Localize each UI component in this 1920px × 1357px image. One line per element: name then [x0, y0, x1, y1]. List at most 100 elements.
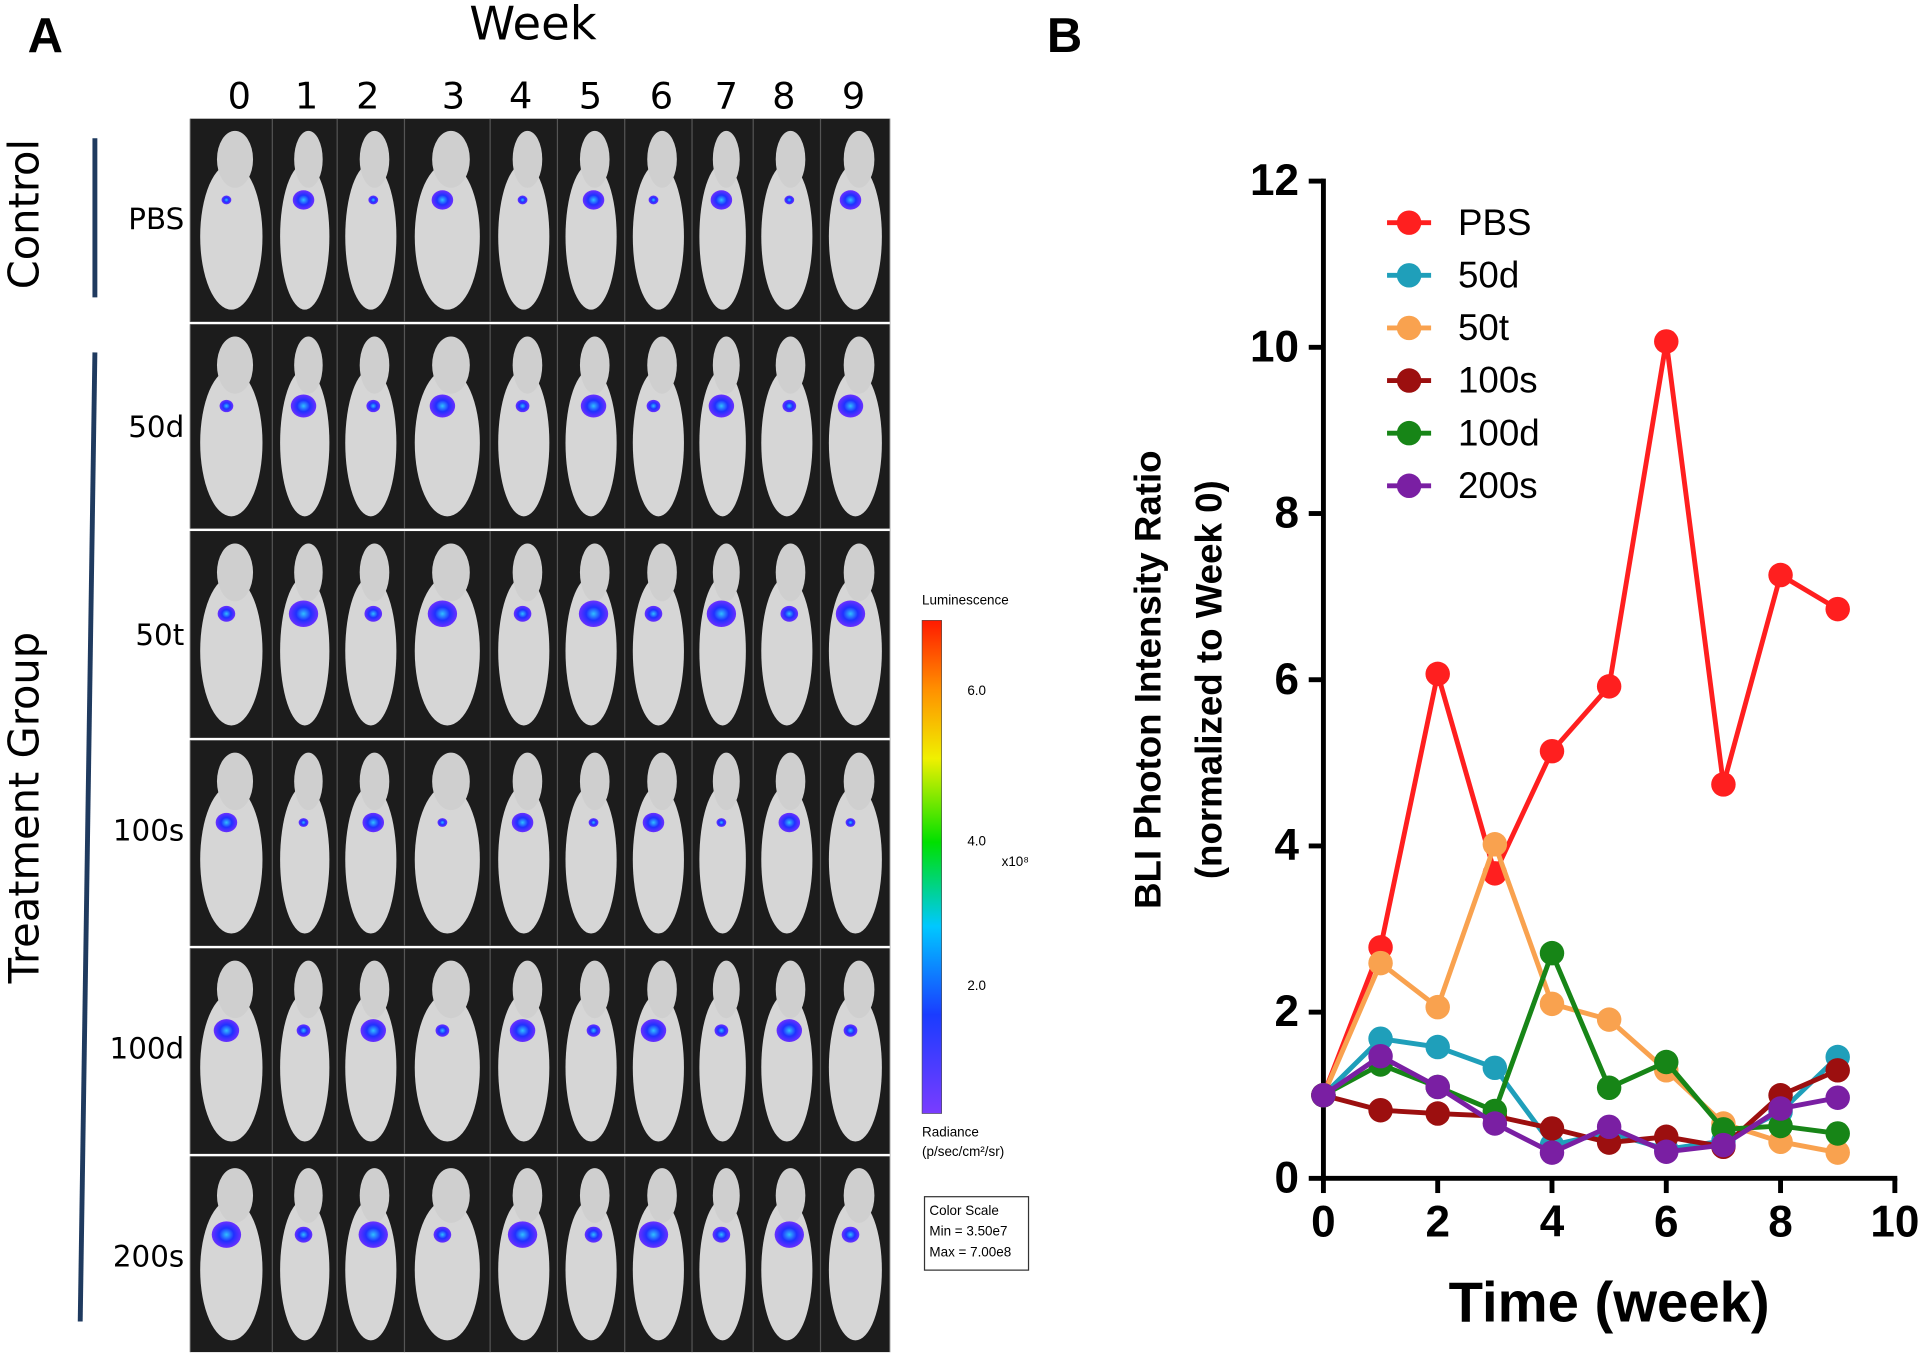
signal-spot [716, 818, 727, 827]
mouse-body [565, 785, 617, 934]
y-axis-label: (normalized to Week 0) [1189, 480, 1230, 879]
signal-spot [780, 605, 799, 622]
mouse-head [579, 130, 610, 188]
mouse-head [432, 960, 470, 1019]
data-point [1711, 1132, 1736, 1158]
mouse-head [775, 130, 806, 188]
mouse-head [512, 130, 543, 188]
scale-box-text: Max = 7.00e8 [929, 1245, 1011, 1260]
signal-spot [217, 605, 236, 622]
scale-box-text: Color Scale [929, 1203, 998, 1218]
signal-spot [835, 600, 866, 627]
mouse-head [579, 752, 610, 811]
signal-spot [358, 1221, 388, 1248]
mouse-head [294, 130, 323, 188]
signal-spot [642, 812, 665, 833]
data-point [1654, 329, 1679, 354]
mouse-body [498, 369, 550, 517]
signal-spot [580, 394, 607, 418]
data-point [1425, 1101, 1450, 1126]
series-line [1322, 1068, 1839, 1150]
data-point [1825, 1058, 1850, 1083]
row-label: 50d [128, 410, 184, 444]
mouse-body [280, 1199, 330, 1341]
data-point [1596, 1114, 1622, 1140]
signal-spot [582, 190, 605, 210]
signal-spot [215, 812, 238, 833]
mouse-head [432, 336, 470, 394]
colorbar-tick: 2.0 [967, 978, 986, 993]
x-tick-label: 2 [1425, 1197, 1449, 1246]
signal-spot [774, 1221, 804, 1248]
signal-spot [710, 190, 733, 210]
signal-spot [429, 394, 456, 418]
mouse-head [359, 130, 390, 188]
mouse-head [647, 336, 677, 394]
legend-marker [1396, 263, 1422, 288]
legend-label: 50t [1458, 307, 1509, 348]
mouse-head [712, 960, 740, 1019]
mouse-body [280, 785, 330, 934]
mouse-body [761, 369, 813, 517]
legend-label: 100d [1458, 412, 1540, 453]
signal-spot [646, 399, 661, 413]
mouse-body [345, 576, 397, 726]
signal-spot [507, 1221, 538, 1248]
signal-spot [290, 394, 317, 418]
mouse-body [280, 993, 330, 1142]
mouse-head [294, 336, 323, 394]
week-label: 9 [842, 74, 865, 117]
panel-label: A [28, 9, 63, 63]
mouse-head [843, 1168, 875, 1223]
signal-spot [298, 818, 309, 827]
mouse-body [200, 576, 263, 726]
data-point [1539, 940, 1565, 966]
mouse-body [498, 785, 550, 934]
signal-spot [839, 190, 862, 210]
mouse-body [565, 993, 617, 1142]
mouse-head [294, 752, 323, 811]
mouse-head [294, 1168, 323, 1223]
row-label: 100s [113, 814, 184, 848]
data-point [1368, 1026, 1393, 1051]
treatment-label: Treatment Group [0, 632, 49, 984]
mouse-head [432, 752, 470, 811]
mouse-body [414, 1199, 480, 1341]
mouse-head [775, 336, 806, 394]
week-label: 3 [442, 74, 465, 117]
signal-spot [427, 600, 458, 627]
data-point [1482, 1055, 1508, 1081]
y-tick-label: 8 [1274, 489, 1299, 538]
week-label: 4 [509, 74, 532, 117]
signal-spot [845, 818, 856, 827]
mouse-head [712, 130, 740, 188]
signal-spot [362, 812, 385, 833]
mouse-head [512, 752, 543, 811]
mouse-body [498, 163, 550, 310]
signal-spot [782, 399, 797, 413]
mouse-head [579, 1168, 610, 1223]
mouse-body [345, 163, 397, 310]
legend-marker [1396, 315, 1422, 341]
mouse-head [775, 960, 806, 1019]
y-tick-label: 12 [1250, 156, 1299, 205]
colorbar-tick: 6.0 [967, 683, 986, 698]
series-line [1321, 339, 1839, 1097]
mouse-head [712, 1168, 740, 1223]
mouse-body [699, 1199, 746, 1341]
signal-spot [841, 1226, 860, 1243]
data-point [1825, 1085, 1850, 1110]
signal-spot [778, 812, 801, 833]
mouse-head [512, 1168, 543, 1223]
y-tick-label: 2 [1274, 987, 1299, 1036]
mouse-head [216, 130, 254, 188]
legend-marker [1396, 473, 1422, 499]
x-tick-label: 6 [1654, 1197, 1679, 1246]
data-point [1425, 1074, 1450, 1100]
mouse-body [828, 785, 882, 934]
mouse-body [200, 369, 263, 517]
signal-spot [515, 399, 530, 413]
signal-spot [517, 195, 528, 205]
control-label: Control [0, 139, 49, 289]
